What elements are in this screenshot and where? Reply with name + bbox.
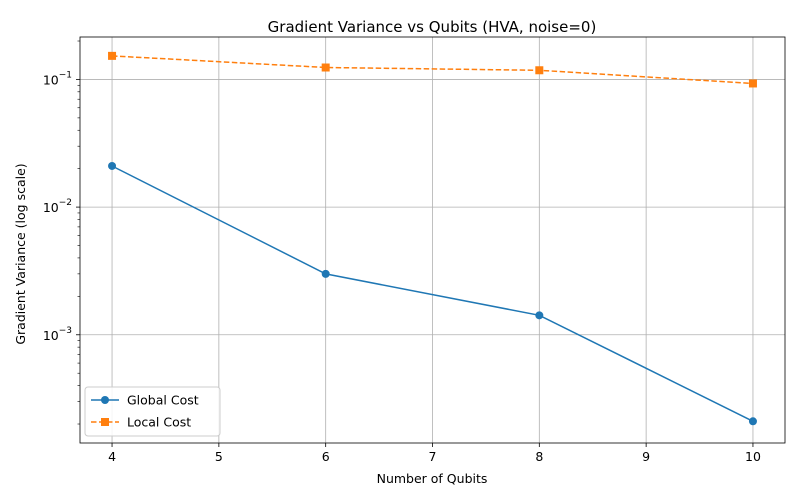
axes-frame <box>79 36 786 444</box>
local-cost-point <box>748 79 757 88</box>
y-axis-label: Gradient Variance (log scale) <box>13 163 28 344</box>
legend: Global Cost Local Cost <box>84 386 221 437</box>
chart-title: Gradient Variance vs Qubits (HVA, noise=… <box>268 18 597 36</box>
x-tick-label: 4 <box>108 449 116 464</box>
x-tick-label: 10 <box>745 449 761 464</box>
global-cost-point <box>535 311 544 320</box>
x-tick-label: 9 <box>642 449 650 464</box>
local-cost-point <box>321 63 330 72</box>
x-axis-label: Number of Qubits <box>377 471 488 486</box>
x-tick-label: 6 <box>322 449 330 464</box>
legend-global-cost-label: Global Cost <box>127 393 199 408</box>
global-cost-line <box>111 165 754 422</box>
legend-global-cost-marker <box>101 396 109 404</box>
global-cost-point <box>321 269 330 278</box>
global-cost-point <box>748 417 757 426</box>
legend-local-cost-label: Local Cost <box>127 415 191 430</box>
local-cost-line <box>111 55 754 85</box>
x-tick-label: 7 <box>429 449 437 464</box>
global-cost-point <box>108 161 117 170</box>
local-cost-point <box>108 51 117 60</box>
x-tick-label: 8 <box>535 449 543 464</box>
x-tick-label: 5 <box>215 449 223 464</box>
local-cost-point <box>535 66 544 75</box>
legend-local-cost-marker <box>101 418 109 426</box>
